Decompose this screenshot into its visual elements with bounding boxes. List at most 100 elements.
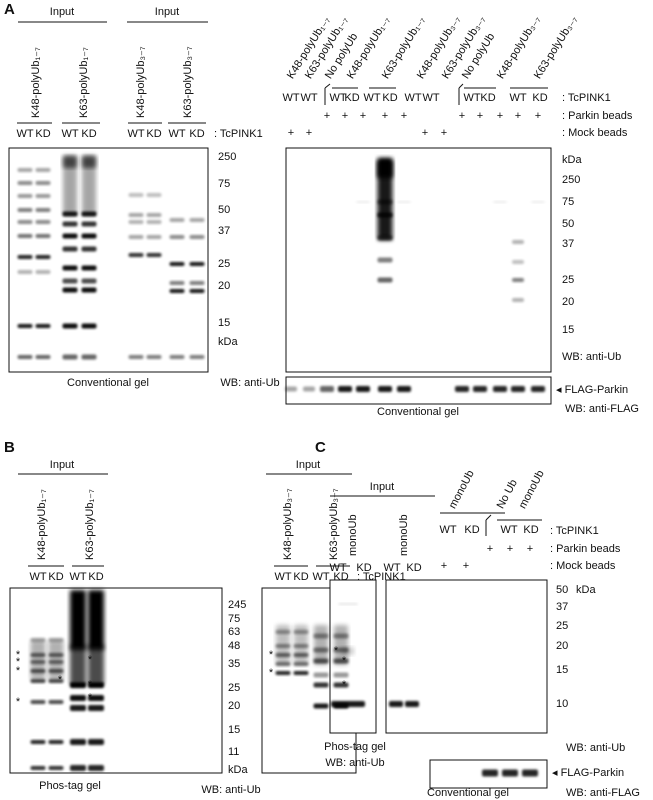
band xyxy=(502,769,518,777)
band xyxy=(35,270,51,274)
band xyxy=(333,682,349,688)
band xyxy=(293,644,309,648)
sample-label: K48-polyUb₁₋₇ xyxy=(30,47,42,118)
band xyxy=(377,277,393,283)
band xyxy=(17,255,33,259)
band xyxy=(293,662,309,666)
labels: A Input Input K48-polyUb₁₋₇ K63-polyUb₁₋₇ K48… xyxy=(4,1,640,799)
band xyxy=(70,682,86,688)
gel-label: Phos-tag gel xyxy=(39,780,101,792)
band xyxy=(482,769,498,777)
band xyxy=(146,220,162,224)
band xyxy=(169,235,185,239)
band xyxy=(30,638,46,642)
asterisk: * xyxy=(88,692,93,704)
band xyxy=(62,246,78,252)
genotype: KD xyxy=(464,524,479,536)
band xyxy=(81,278,97,284)
asterisk: * xyxy=(16,656,21,668)
sample-label: K63-polyUb₁₋₇ xyxy=(84,489,96,560)
band xyxy=(48,660,64,664)
band xyxy=(30,653,46,657)
blot-c-pulldown xyxy=(385,579,548,734)
plus: + xyxy=(441,560,447,572)
band xyxy=(189,235,205,239)
genotype: WT xyxy=(363,92,380,104)
band xyxy=(48,638,64,642)
asterisk: * xyxy=(88,654,93,666)
band xyxy=(146,193,162,197)
band xyxy=(189,355,205,359)
band xyxy=(493,386,507,392)
band xyxy=(17,355,33,359)
sample-label: K48-polyUb₁₋₇ xyxy=(36,489,48,560)
marker: 20 xyxy=(228,700,240,712)
band xyxy=(30,669,46,673)
band xyxy=(275,630,291,634)
band xyxy=(169,281,185,285)
band xyxy=(81,323,97,329)
header: Input xyxy=(370,481,394,493)
panel-label: B xyxy=(4,439,15,456)
band xyxy=(88,682,104,688)
sample-label: monoUb xyxy=(517,468,547,510)
marker: 75 xyxy=(228,613,240,625)
marker: 25 xyxy=(562,274,574,286)
sample-label: K63-polyUb₃₋₇ xyxy=(328,488,340,560)
band xyxy=(81,287,97,293)
band xyxy=(313,647,329,653)
band xyxy=(35,208,51,212)
marker: 11 xyxy=(228,746,239,758)
sample-label: K63-polyUb₁₋₇ xyxy=(78,47,90,118)
band xyxy=(473,386,487,392)
wb-label: WB: anti-Ub xyxy=(566,742,625,754)
band xyxy=(63,156,77,168)
genotype: WT xyxy=(383,562,400,574)
marker: 50 xyxy=(218,204,230,216)
header: Input xyxy=(50,6,74,18)
band xyxy=(62,323,78,329)
sample-label: monoUb xyxy=(447,468,477,510)
band xyxy=(88,590,104,650)
band xyxy=(82,156,96,168)
marker: kDa xyxy=(218,336,238,348)
marker: 20 xyxy=(556,640,568,652)
sample-label: monoUb xyxy=(347,514,359,556)
marker: 15 xyxy=(556,664,568,676)
band xyxy=(62,265,78,271)
row-label: : TcPINK1 xyxy=(214,128,263,140)
band xyxy=(63,155,77,215)
band xyxy=(338,386,352,392)
band xyxy=(48,679,64,683)
asterisk: * xyxy=(16,665,21,677)
genotype: WT xyxy=(312,571,329,583)
gel-label: Conventional gel xyxy=(377,406,459,418)
band xyxy=(189,289,205,293)
genotype: WT xyxy=(404,92,421,104)
genotype: KD xyxy=(480,92,495,104)
marker: 25 xyxy=(556,620,568,632)
band xyxy=(81,354,97,360)
genotype: WT xyxy=(274,571,291,583)
gel-label: Conventional gel xyxy=(67,377,149,389)
band xyxy=(189,218,205,222)
plus: + xyxy=(459,110,465,122)
band xyxy=(48,766,64,770)
band xyxy=(30,766,46,770)
band xyxy=(293,630,309,634)
band xyxy=(62,287,78,293)
marker: kDa xyxy=(228,764,248,776)
sample-label: K63-polyUb₃₋₇ xyxy=(182,46,194,118)
band xyxy=(378,386,392,392)
band xyxy=(377,158,393,178)
band xyxy=(35,168,51,172)
marker: 15 xyxy=(562,324,574,336)
plus: + xyxy=(507,543,513,555)
band xyxy=(169,289,185,293)
plus: + xyxy=(382,110,388,122)
band xyxy=(88,765,104,771)
band xyxy=(70,695,86,701)
blot-a-pulldown xyxy=(285,147,552,373)
band xyxy=(189,262,205,266)
band xyxy=(62,354,78,360)
